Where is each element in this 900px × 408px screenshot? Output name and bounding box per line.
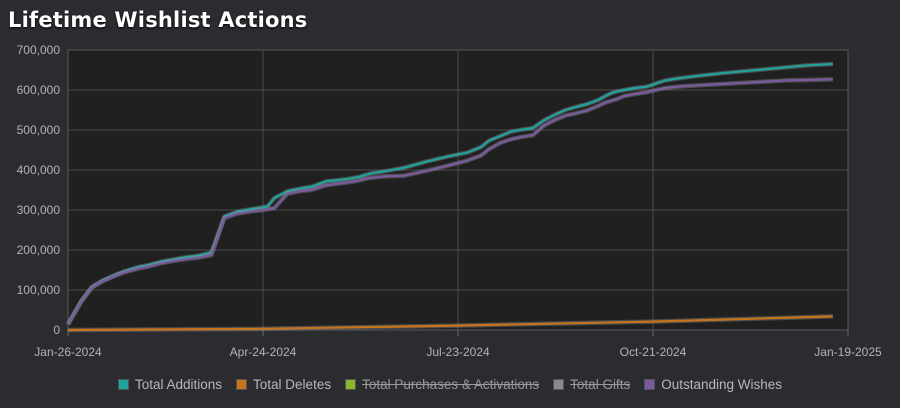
x-tick-label: Apr-24-2024 bbox=[230, 345, 297, 359]
series-line-total-deletes bbox=[67, 315, 833, 332]
legend-swatch bbox=[236, 379, 248, 390]
y-tick-label: 600,000 bbox=[17, 83, 61, 97]
x-tick-label: Jan-26-2024 bbox=[34, 345, 102, 359]
y-tick-label: 500,000 bbox=[17, 123, 61, 137]
x-tick-label: Jul-23-2024 bbox=[426, 345, 490, 359]
legend-item-total-gifts[interactable]: Total Gifts bbox=[553, 377, 630, 392]
x-tick-label: Oct-21-2024 bbox=[620, 345, 687, 359]
x-axis: Jan-26-2024 Apr-24-2024 Jul-23-2024 Oct-21-… bbox=[34, 330, 882, 359]
legend-swatch bbox=[553, 379, 565, 390]
legend-label: Total Deletes bbox=[253, 377, 332, 392]
legend-label: Total Purchases & Activations bbox=[362, 377, 540, 392]
gridlines bbox=[68, 50, 848, 330]
y-tick-label: 700,000 bbox=[17, 43, 61, 57]
x-tick-label: Jan-19-2025 bbox=[814, 345, 882, 359]
y-tick-label: 300,000 bbox=[17, 203, 61, 217]
series-lines bbox=[66, 61, 833, 333]
legend-swatch bbox=[117, 379, 129, 390]
legend-swatch bbox=[644, 379, 656, 390]
legend-item-total-additions[interactable]: Total Additions bbox=[117, 377, 223, 392]
y-tick-label: 400,000 bbox=[17, 163, 61, 177]
legend: Total Additions Total Deletes Total Purcha… bbox=[0, 377, 900, 392]
legend-item-total-purchases-activations[interactable]: Total Purchases & Activations bbox=[345, 377, 539, 392]
y-tick-label: 200,000 bbox=[17, 243, 61, 257]
y-tick-label: 0 bbox=[53, 323, 60, 337]
y-tick-label: 100,000 bbox=[17, 283, 61, 297]
legend-item-outstanding-wishes[interactable]: Outstanding Wishes bbox=[644, 377, 782, 392]
legend-swatch bbox=[345, 379, 357, 390]
y-axis: 0 100,000 200,000 300,000 400,000 500,000 600,… bbox=[17, 43, 61, 337]
legend-label: Total Additions bbox=[134, 377, 223, 392]
series-line-total-additions bbox=[67, 62, 833, 325]
series-line-outstanding-wishes bbox=[67, 78, 833, 325]
line-chart: 0 100,000 200,000 300,000 400,000 500,000 600,… bbox=[17, 43, 882, 359]
legend-label: Total Gifts bbox=[570, 377, 631, 392]
legend-label: Outstanding Wishes bbox=[661, 377, 783, 392]
legend-item-total-deletes[interactable]: Total Deletes bbox=[236, 377, 331, 392]
chart-title: Lifetime Wishlist Actions bbox=[8, 8, 308, 32]
